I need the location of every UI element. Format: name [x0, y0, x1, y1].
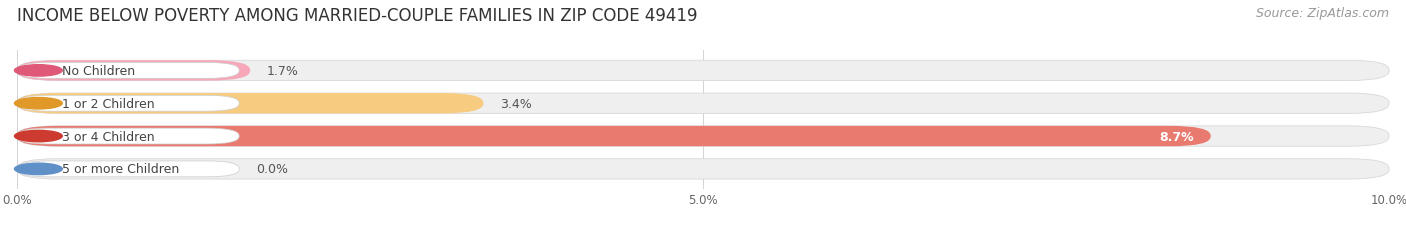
- Text: 3 or 4 Children: 3 or 4 Children: [62, 130, 155, 143]
- FancyBboxPatch shape: [17, 126, 1389, 147]
- FancyBboxPatch shape: [17, 129, 239, 144]
- Circle shape: [14, 131, 62, 142]
- FancyBboxPatch shape: [17, 161, 239, 177]
- Text: 3.4%: 3.4%: [501, 97, 531, 110]
- Text: 1.7%: 1.7%: [267, 65, 298, 78]
- FancyBboxPatch shape: [17, 61, 250, 81]
- FancyBboxPatch shape: [17, 61, 1389, 81]
- FancyBboxPatch shape: [17, 159, 1389, 179]
- FancyBboxPatch shape: [17, 94, 484, 114]
- FancyBboxPatch shape: [17, 126, 1211, 147]
- FancyBboxPatch shape: [17, 96, 239, 112]
- FancyBboxPatch shape: [17, 63, 239, 79]
- Text: Source: ZipAtlas.com: Source: ZipAtlas.com: [1256, 7, 1389, 20]
- FancyBboxPatch shape: [17, 94, 1389, 114]
- Text: 5 or more Children: 5 or more Children: [62, 163, 180, 176]
- Text: INCOME BELOW POVERTY AMONG MARRIED-COUPLE FAMILIES IN ZIP CODE 49419: INCOME BELOW POVERTY AMONG MARRIED-COUPL…: [17, 7, 697, 25]
- Circle shape: [14, 65, 62, 77]
- Circle shape: [14, 164, 62, 175]
- Text: 0.0%: 0.0%: [256, 163, 288, 176]
- Circle shape: [14, 98, 62, 109]
- Text: No Children: No Children: [62, 65, 135, 78]
- Text: 1 or 2 Children: 1 or 2 Children: [62, 97, 155, 110]
- Text: 8.7%: 8.7%: [1160, 130, 1194, 143]
